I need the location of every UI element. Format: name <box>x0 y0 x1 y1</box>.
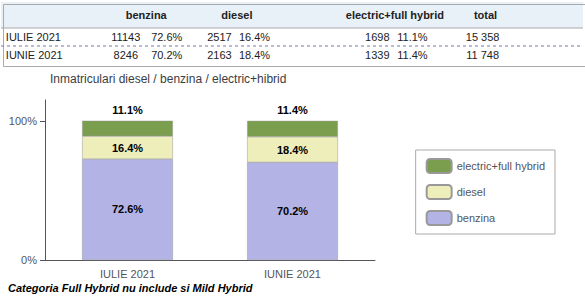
svg-text:72.6%: 72.6% <box>112 203 143 215</box>
svg-text:16.4%: 16.4% <box>112 142 143 154</box>
svg-text:15 358: 15 358 <box>466 31 500 43</box>
svg-text:electric+full hybrid: electric+full hybrid <box>346 9 444 21</box>
svg-text:8246: 8246 <box>114 49 138 61</box>
svg-text:1698: 1698 <box>365 31 389 43</box>
svg-text:70.2%: 70.2% <box>277 205 308 217</box>
svg-text:18.4%: 18.4% <box>277 144 308 156</box>
svg-text:Categoria Full Hybrid nu inclu: Categoria Full Hybrid nu include si Mild… <box>8 282 253 294</box>
svg-text:72.6%: 72.6% <box>151 31 182 43</box>
svg-text:11 748: 11 748 <box>466 49 499 61</box>
svg-text:11.1%: 11.1% <box>112 104 143 116</box>
svg-text:70.2%: 70.2% <box>151 49 182 61</box>
svg-text:11.1%: 11.1% <box>397 31 428 43</box>
svg-text:0%: 0% <box>21 254 37 266</box>
svg-text:11.4%: 11.4% <box>397 49 428 61</box>
svg-text:IUNIE 2021: IUNIE 2021 <box>6 49 63 61</box>
svg-text:diesel: diesel <box>221 9 252 21</box>
svg-text:11143: 11143 <box>111 31 140 43</box>
svg-text:18.4%: 18.4% <box>239 49 270 61</box>
svg-text:diesel: diesel <box>457 186 486 198</box>
svg-text:IUNIE 2021: IUNIE 2021 <box>264 268 321 280</box>
svg-text:16.4%: 16.4% <box>239 31 270 43</box>
svg-text:2163: 2163 <box>207 49 231 61</box>
svg-text:IULIE 2021: IULIE 2021 <box>6 31 61 43</box>
svg-text:benzina: benzina <box>126 9 168 21</box>
svg-text:Inmatriculari diesel / benzina: Inmatriculari diesel / benzina / electri… <box>50 72 286 86</box>
svg-text:2517: 2517 <box>207 31 231 43</box>
svg-text:IULIE 2021: IULIE 2021 <box>100 268 155 280</box>
svg-text:benzina: benzina <box>457 212 496 224</box>
svg-text:100%: 100% <box>9 115 37 127</box>
svg-text:electric+full hybrid: electric+full hybrid <box>457 160 545 172</box>
svg-text:11.4%: 11.4% <box>277 104 308 116</box>
svg-text:total: total <box>474 9 497 21</box>
svg-text:1339: 1339 <box>365 49 389 61</box>
